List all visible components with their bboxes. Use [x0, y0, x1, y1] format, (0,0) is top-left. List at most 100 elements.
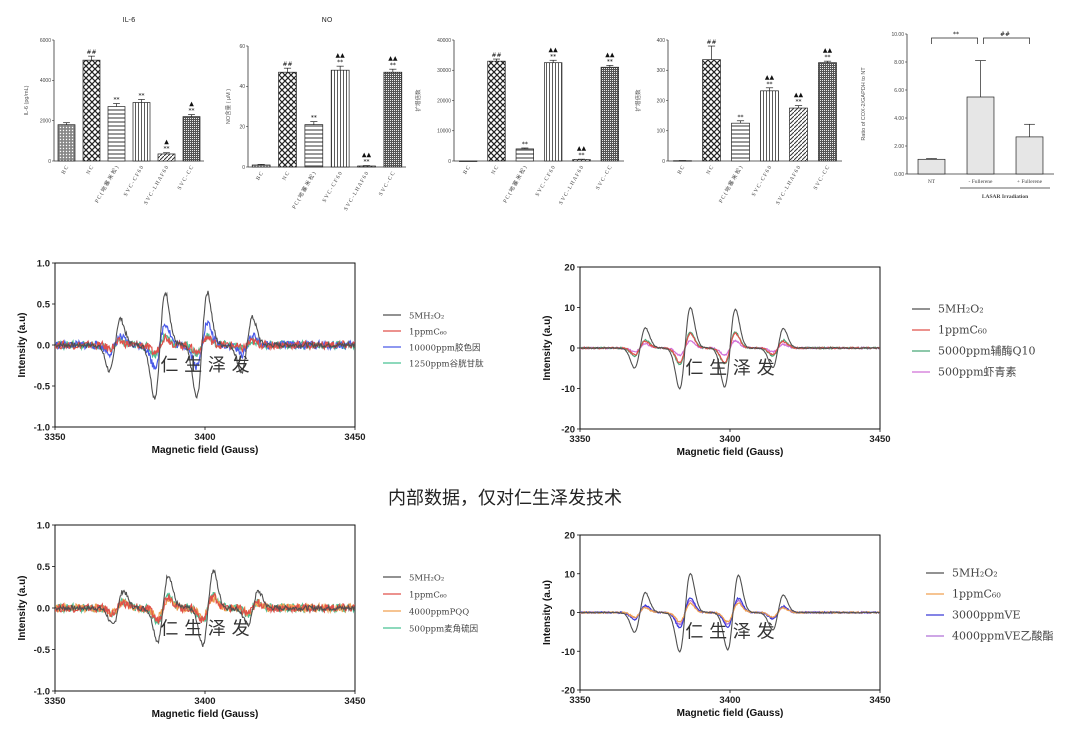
watermark-text: 仁 生 泽 发 — [685, 358, 774, 379]
y-tick-label: 400 — [657, 38, 666, 44]
category-label: S V C - C F 6 0 — [322, 171, 344, 204]
x-tick-label: 3350 — [44, 696, 65, 707]
series-line — [55, 290, 355, 400]
significance-mark: ** — [825, 54, 831, 61]
significance-mark: ▲▲ — [794, 92, 804, 99]
category-label: S V C - L H A F 6 0 — [343, 171, 370, 212]
y-tick-label: 40 — [239, 84, 245, 90]
legend-label: 1ppmC₆₀ — [938, 324, 987, 337]
bar — [1015, 136, 1044, 175]
significance-mark: ** — [550, 53, 556, 60]
bar — [572, 159, 591, 162]
bar — [966, 96, 995, 175]
significance-mark: ** — [796, 99, 802, 106]
x-tick-label: 3450 — [869, 434, 890, 445]
significance-mark: ▲▲ — [388, 55, 398, 62]
x-axis-label: Magnetic field (Gauss) — [677, 447, 784, 458]
x-tick-label: 3400 — [194, 432, 215, 443]
comparison-bracket — [983, 37, 1030, 44]
y-tick-label: 0.00 — [894, 172, 904, 178]
y-tick-label: 0 — [662, 159, 665, 165]
series-line — [55, 569, 355, 648]
category-label: B C — [61, 165, 71, 176]
y-axis-label: NO含量 ( μM ) — [224, 89, 232, 124]
bar — [304, 124, 324, 168]
category-label: S V C - C C — [378, 171, 397, 197]
significance-mark: ** — [767, 81, 773, 88]
watermark-text: 仁 生 泽 发 — [685, 621, 774, 642]
bar — [278, 71, 297, 168]
y-tick-label: 0 — [570, 608, 575, 619]
bar-chart-svg: NO 0 20 40 60 NO含量 ( μM ) B C ## N C ** P C ( 地 塞 … — [224, 16, 406, 212]
x-tick-label: 3450 — [344, 432, 365, 443]
y-tick-label: 10 — [564, 303, 575, 314]
y-tick-label: 8.00 — [894, 60, 904, 66]
bar — [383, 71, 403, 168]
series-line — [55, 592, 355, 624]
category-label: B C — [255, 171, 265, 182]
bar — [157, 153, 176, 162]
significance-mark: ▲ — [164, 139, 169, 146]
x-tick-label: 3350 — [569, 695, 590, 706]
category-label: S V C - C F 6 0 — [751, 165, 773, 198]
significance-mark: ## — [86, 49, 96, 56]
significance-mark: ** — [139, 92, 145, 99]
category-label: P C ( 地 塞 米 松 ) — [290, 170, 318, 210]
bar — [789, 107, 808, 162]
bar-chart-svg: IL-6 0 2000 4000 6000 IL-6 (pg/mL) B C ## N C ** P… — [24, 16, 204, 206]
bar — [600, 66, 619, 162]
significance-mark: ▲▲ — [549, 46, 559, 53]
y-tick-label: 100 — [657, 129, 666, 135]
y-tick-label: 4.00 — [894, 116, 904, 122]
category-label: S V C - C C — [177, 165, 196, 191]
y-tick-label: 40000 — [437, 38, 451, 44]
bar — [917, 158, 946, 175]
significance-mark: ** — [311, 115, 317, 122]
y-tick-label: 0 — [448, 159, 451, 165]
bar — [251, 164, 271, 168]
significance-mark: ** — [189, 108, 195, 115]
epr-chart-svg: -20 -10 0 10 20 3350 3400 3450 Magnetic field (G… — [542, 531, 1053, 720]
bar — [330, 69, 350, 168]
watermark-text: 仁 生 泽 发 — [160, 619, 249, 640]
x-axis-label: Magnetic field (Gauss) — [677, 708, 784, 719]
x-tick-label: 3400 — [194, 696, 215, 707]
category-label: P C ( 地 塞 米 松 ) — [501, 164, 529, 204]
internal-data-notice: 内部数据，仅对仁生泽发技术 — [388, 488, 622, 509]
significance-mark: ## — [706, 39, 716, 46]
significance-mark: ▲▲ — [605, 51, 615, 58]
y-tick-label: -1.0 — [34, 423, 50, 434]
y-tick-label: -0.5 — [34, 645, 51, 656]
y-tick-label: 2000 — [40, 118, 51, 124]
legend-label: 1ppmC₆₀ — [952, 588, 1001, 601]
bar — [57, 124, 76, 162]
bar — [182, 116, 201, 162]
significance-mark: ▲▲ — [765, 74, 775, 81]
series-line — [580, 572, 880, 653]
x-axis-label: Magnetic field (Gauss) — [152, 709, 259, 720]
comparison-mark: ** — [953, 31, 959, 38]
y-tick-label: 20000 — [437, 98, 451, 104]
x-tick-label: 3350 — [44, 432, 65, 443]
significance-mark: ** — [114, 97, 120, 104]
legend-label: 4000ppmVE乙酸酯 — [952, 629, 1053, 643]
y-tick-label: 0.5 — [37, 300, 51, 311]
cox2-ratio-bar-chart: 0.00 2.00 4.00 6.00 8.00 10.00 Ratio of COX-2/… — [855, 12, 1060, 212]
y-tick-label: 1.0 — [37, 521, 50, 532]
x-tick-label: 3450 — [869, 695, 890, 706]
comparison-bracket — [931, 37, 978, 44]
y-axis-label: Intensity (a.u) — [17, 312, 28, 377]
legend-label: 5000ppm辅酶Q10 — [938, 344, 1036, 358]
significance-mark: ## — [491, 52, 501, 59]
significance-mark: ** — [738, 114, 744, 121]
bar — [82, 59, 101, 162]
category-label: N C — [282, 171, 292, 182]
category-label: B C — [462, 165, 472, 176]
significance-mark: ** — [607, 58, 613, 65]
y-tick-label: 10.00 — [891, 32, 904, 38]
y-tick-label: 10000 — [437, 129, 451, 135]
legend-label: 4000ppmPQQ — [409, 608, 469, 618]
series-line — [55, 332, 355, 357]
y-tick-label: 60 — [239, 44, 245, 50]
y-tick-label: 20 — [239, 124, 245, 130]
